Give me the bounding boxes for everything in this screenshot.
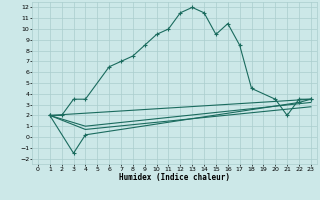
X-axis label: Humidex (Indice chaleur): Humidex (Indice chaleur) — [119, 173, 230, 182]
